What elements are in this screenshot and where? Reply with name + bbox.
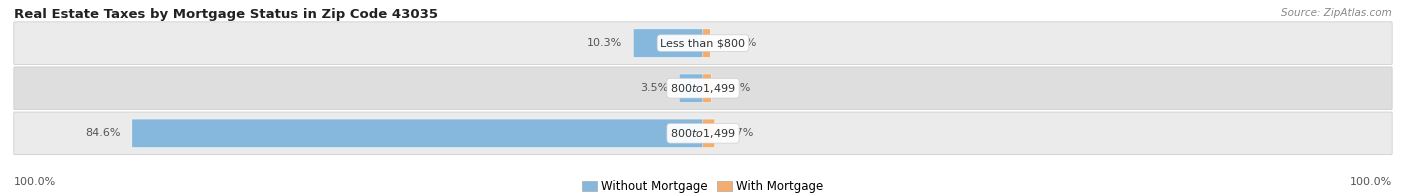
Text: 100.0%: 100.0% [1350, 177, 1392, 187]
Text: $800 to $1,499: $800 to $1,499 [671, 82, 735, 95]
FancyBboxPatch shape [703, 119, 714, 148]
Legend: Without Mortgage, With Mortgage: Without Mortgage, With Mortgage [578, 175, 828, 196]
Text: Real Estate Taxes by Mortgage Status in Zip Code 43035: Real Estate Taxes by Mortgage Status in … [14, 8, 439, 21]
Text: Source: ZipAtlas.com: Source: ZipAtlas.com [1281, 8, 1392, 18]
Text: Less than $800: Less than $800 [661, 38, 745, 48]
Text: 1.7%: 1.7% [725, 128, 754, 138]
Text: 100.0%: 100.0% [14, 177, 56, 187]
FancyBboxPatch shape [132, 119, 703, 148]
FancyBboxPatch shape [14, 22, 1392, 64]
FancyBboxPatch shape [703, 29, 710, 57]
Text: 3.5%: 3.5% [640, 83, 668, 93]
FancyBboxPatch shape [679, 74, 703, 102]
FancyBboxPatch shape [703, 74, 711, 102]
FancyBboxPatch shape [14, 67, 1392, 109]
Text: 1.2%: 1.2% [723, 83, 751, 93]
Text: $800 to $1,499: $800 to $1,499 [671, 127, 735, 140]
FancyBboxPatch shape [633, 29, 703, 57]
Text: 10.3%: 10.3% [586, 38, 623, 48]
Text: 0.14%: 0.14% [721, 38, 756, 48]
FancyBboxPatch shape [14, 112, 1392, 154]
Text: 84.6%: 84.6% [86, 128, 121, 138]
